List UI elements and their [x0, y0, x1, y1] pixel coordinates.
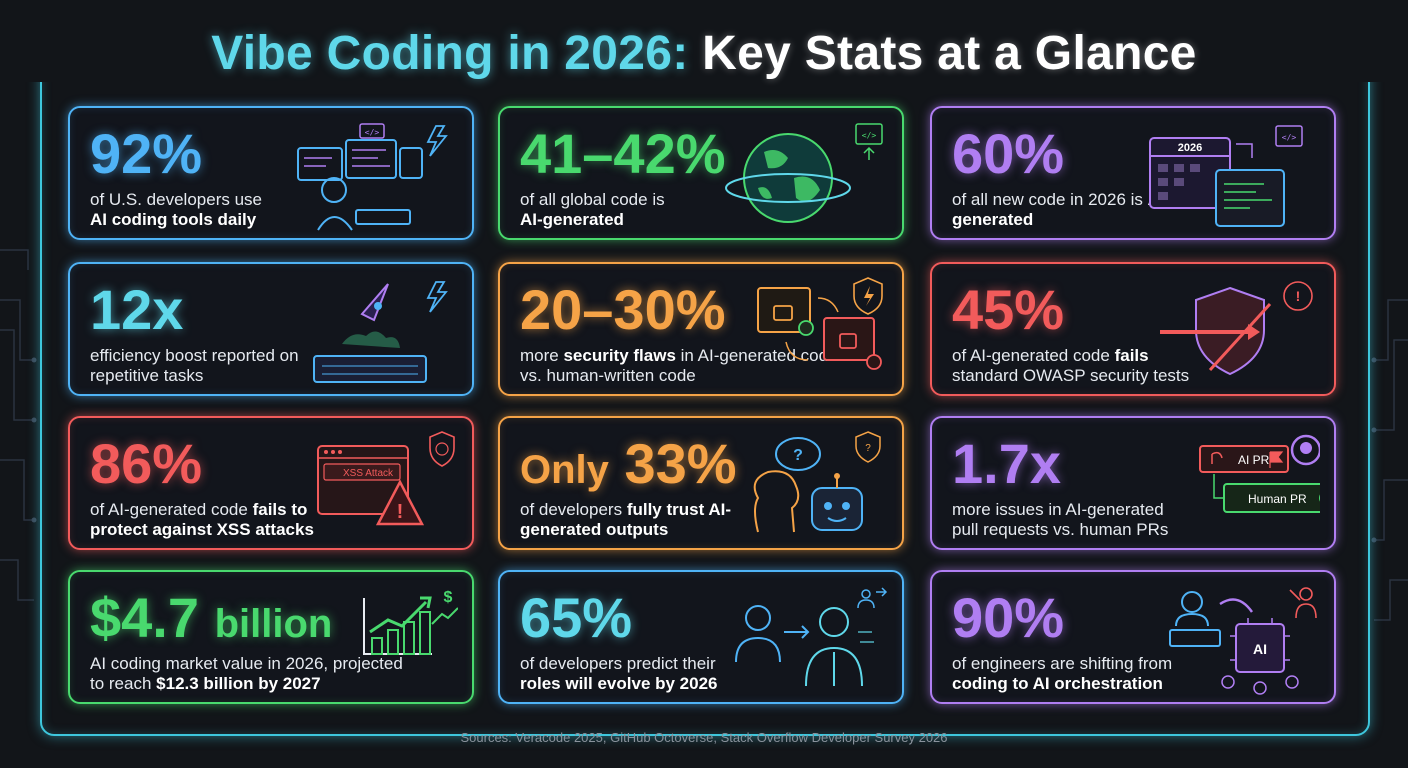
svg-text:XSS Attack: XSS Attack	[343, 468, 394, 479]
github-icon	[1290, 434, 1320, 466]
stat-description: efficiency boost reported on repetitive …	[90, 346, 299, 385]
stat-description: of AI-generated code fails standard OWASP…	[952, 346, 1190, 385]
keyboard-icon	[313, 355, 427, 383]
stat-value: 65%	[520, 586, 633, 649]
person-icon	[735, 605, 781, 663]
svg-text:Human PR: Human PR	[1248, 492, 1307, 506]
pierced-shield-icon: !	[1160, 281, 1313, 376]
stat-card-pull-requests: 1.7x more issues in AI-generated pull re…	[930, 416, 1336, 550]
title-highlight: Vibe Coding in 2026:	[211, 27, 689, 80]
code-icon: </>	[359, 123, 385, 139]
stat-value: 20–30%	[520, 278, 726, 341]
stat-value: 60%	[952, 122, 1065, 185]
stat-value: 92%	[90, 122, 203, 185]
stat-card-global-code: 41–42% of all global code is AI-generated…	[498, 106, 904, 240]
stat-value: 41–42%	[520, 122, 726, 185]
stat-value: Only 33%	[520, 432, 737, 495]
question-bubble-icon: ?	[775, 437, 821, 471]
stat-description: of developers predict their roles will ev…	[520, 654, 718, 693]
presenter-icon	[1289, 587, 1317, 619]
code-upload-icon: </>	[855, 123, 883, 160]
stat-card-trust: Only 33% of developers fully trust AI-ge…	[498, 416, 904, 550]
globe-icon: </>	[725, 123, 883, 223]
warning-triangle-icon: !	[375, 479, 425, 526]
stat-card-dev-usage: 92% of U.S. developers use AI coding tool…	[68, 106, 474, 240]
stat-value: 45%	[952, 278, 1065, 341]
stat-card-security-flaws: 20–30% more security flaws in AI-generat…	[498, 262, 904, 396]
stat-description: of U.S. developers use AI coding tools da…	[90, 190, 262, 229]
svg-text:</>: </>	[862, 131, 877, 140]
svg-text:</>: </>	[1282, 133, 1297, 142]
browser-alert-icon: XSS Attack !	[317, 431, 455, 526]
stat-description: of AI-generated code fails to protect ag…	[90, 500, 314, 539]
coder-icon	[1169, 591, 1221, 647]
code-window-icon	[1215, 169, 1285, 227]
stat-description: more issues in AI-generated pull request…	[952, 500, 1169, 539]
svg-text:AI: AI	[1253, 641, 1267, 657]
stat-card-efficiency: 12x efficiency boost reported on repetit…	[68, 262, 474, 396]
rocket-icon	[313, 281, 448, 383]
human-head-icon	[753, 470, 800, 533]
svg-text:$: $	[444, 589, 453, 606]
lightning-icon	[426, 281, 448, 313]
stat-value: 12x	[90, 278, 184, 341]
bar-chart-growth-icon: $	[363, 589, 458, 655]
stat-card-orchestration: 90% of engineers are shifting from codin…	[930, 570, 1336, 704]
svg-text:?: ?	[793, 447, 803, 464]
stat-description: AI coding market value in 2026, projecte…	[90, 654, 403, 693]
stat-card-xss: 86% of AI-generated code fails to protec…	[68, 416, 474, 550]
page-title: Vibe Coding in 2026: Key Stats at a Glan…	[0, 26, 1408, 82]
stat-description: of engineers are shifting from coding to…	[952, 654, 1173, 693]
stat-value: 1.7x	[952, 432, 1061, 495]
shield-globe-icon	[429, 431, 455, 467]
developer-monitors-icon: </>	[297, 123, 448, 231]
title-rest: Key Stats at a Glance	[702, 27, 1197, 80]
stat-card-owasp: 45% of AI-generated code fails standard O…	[930, 262, 1336, 396]
dollar-arrow-icon: $	[431, 589, 458, 625]
svg-text:!: !	[1296, 288, 1301, 304]
stat-card-new-code: 60% of all new code in 2026 is AI-genera…	[930, 106, 1336, 240]
svg-text:?: ?	[865, 443, 871, 454]
shield-lightning-icon	[853, 277, 883, 315]
team-arrow-icon	[857, 587, 888, 609]
ai-chip-icon: AI	[1169, 587, 1317, 695]
stat-description: of developers fully trust AI-generated o…	[520, 500, 732, 539]
sources-footnote: Sources: Veracode 2025, GitHub Octoverse…	[460, 730, 948, 745]
warning-icon: !	[1283, 281, 1313, 311]
robot-icon: ? ?	[753, 431, 881, 533]
pull-request-icon: AI PR Human PR	[1199, 434, 1320, 513]
stat-card-roles: 65% of developers predict their roles wil…	[498, 570, 904, 704]
flag-icon	[1269, 451, 1284, 468]
stat-description: of all new code in 2026 is AI-generated	[952, 190, 1170, 229]
stat-value: 90%	[952, 586, 1065, 649]
calendar-icon: 2026 </>	[1149, 125, 1303, 227]
lightning-icon	[426, 125, 448, 157]
stat-card-market: $4.7 billion AI coding market value in 2…	[68, 570, 474, 704]
stat-description: more security flaws in AI-generated code…	[520, 346, 838, 385]
svg-text:!: !	[397, 501, 404, 523]
svg-text:AI PR: AI PR	[1238, 453, 1270, 467]
lock-window-icon	[757, 277, 883, 370]
stat-description: of all global code is AI-generated	[520, 190, 665, 229]
stat-value: 86%	[90, 432, 203, 495]
svg-text:</>: </>	[365, 128, 380, 137]
check-icon	[1319, 494, 1320, 502]
digital-person-icon	[735, 587, 888, 687]
svg-text:2026: 2026	[1178, 142, 1202, 154]
handshake-icon: ?	[855, 431, 881, 463]
stat-value: $4.7 billion	[90, 586, 333, 649]
